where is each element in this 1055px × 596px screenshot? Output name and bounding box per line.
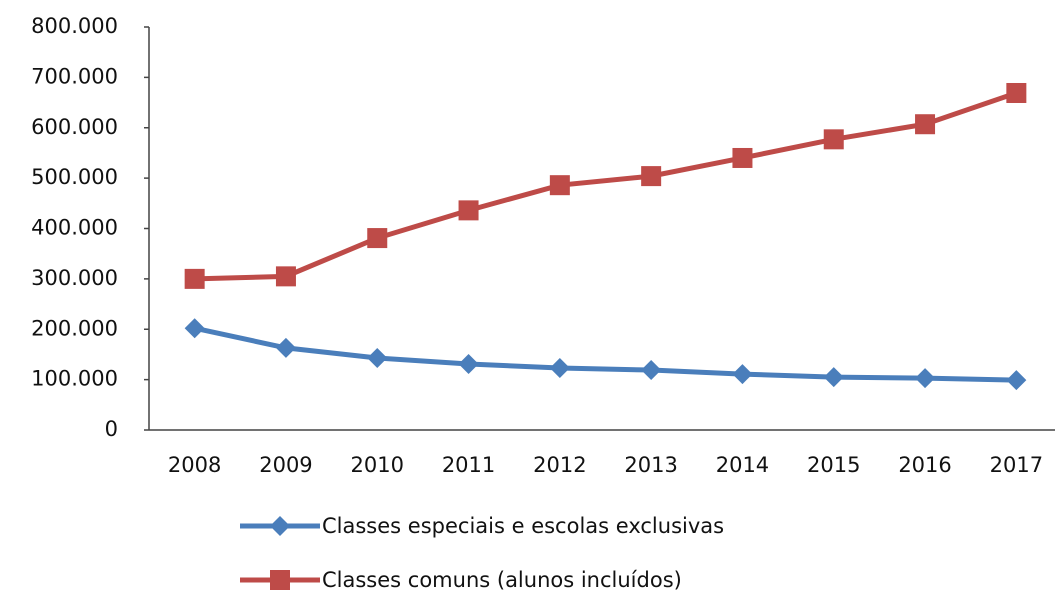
- legend-label: Classes comuns (alunos incluídos): [322, 568, 682, 592]
- data-point: [275, 337, 296, 358]
- data-point: [823, 367, 844, 388]
- data-point: [732, 147, 753, 168]
- x-tick-label: 2012: [533, 453, 586, 477]
- x-tick-label: 2008: [168, 453, 221, 477]
- y-tick-label: 500.000: [31, 165, 118, 189]
- x-tick-label: 2011: [442, 453, 495, 477]
- data-point: [549, 175, 570, 196]
- x-tick-label: 2015: [807, 453, 860, 477]
- y-tick-label: 400.000: [31, 216, 118, 240]
- y-tick-label: 100.000: [31, 367, 118, 391]
- x-tick-label: 2010: [351, 453, 404, 477]
- data-point: [1006, 82, 1027, 103]
- y-tick-label: 300.000: [31, 266, 118, 290]
- y-tick-label: 800.000: [31, 14, 118, 38]
- data-point: [823, 129, 844, 150]
- x-tick-label: 2009: [259, 453, 312, 477]
- series-line: [194, 325, 1017, 383]
- y-tick-label: 200.000: [31, 316, 118, 340]
- legend-label: Classes especiais e escolas exclusivas: [322, 514, 724, 538]
- data-point: [275, 266, 296, 287]
- data-point: [641, 360, 662, 381]
- x-tick-label: 2016: [898, 453, 951, 477]
- legend-marker: [270, 570, 290, 590]
- data-point: [915, 368, 936, 389]
- x-tick-label: 2013: [624, 453, 677, 477]
- data-point: [367, 347, 388, 368]
- series-line: [194, 90, 1018, 282]
- data-point: [641, 166, 662, 187]
- data-point: [458, 200, 479, 221]
- data-point: [915, 114, 936, 135]
- data-point: [184, 268, 205, 289]
- y-tick-label: 0: [105, 417, 118, 441]
- y-tick-label: 600.000: [31, 115, 118, 139]
- y-tick-label: 700.000: [31, 64, 118, 88]
- x-tick-label: 2017: [990, 453, 1043, 477]
- data-point: [458, 354, 479, 375]
- legend-marker: [270, 516, 290, 536]
- x-tick-label: 2014: [716, 453, 769, 477]
- data-point: [367, 228, 388, 249]
- data-point: [1006, 370, 1027, 391]
- data-point: [732, 364, 753, 385]
- data-point: [549, 358, 570, 379]
- data-point: [184, 318, 205, 339]
